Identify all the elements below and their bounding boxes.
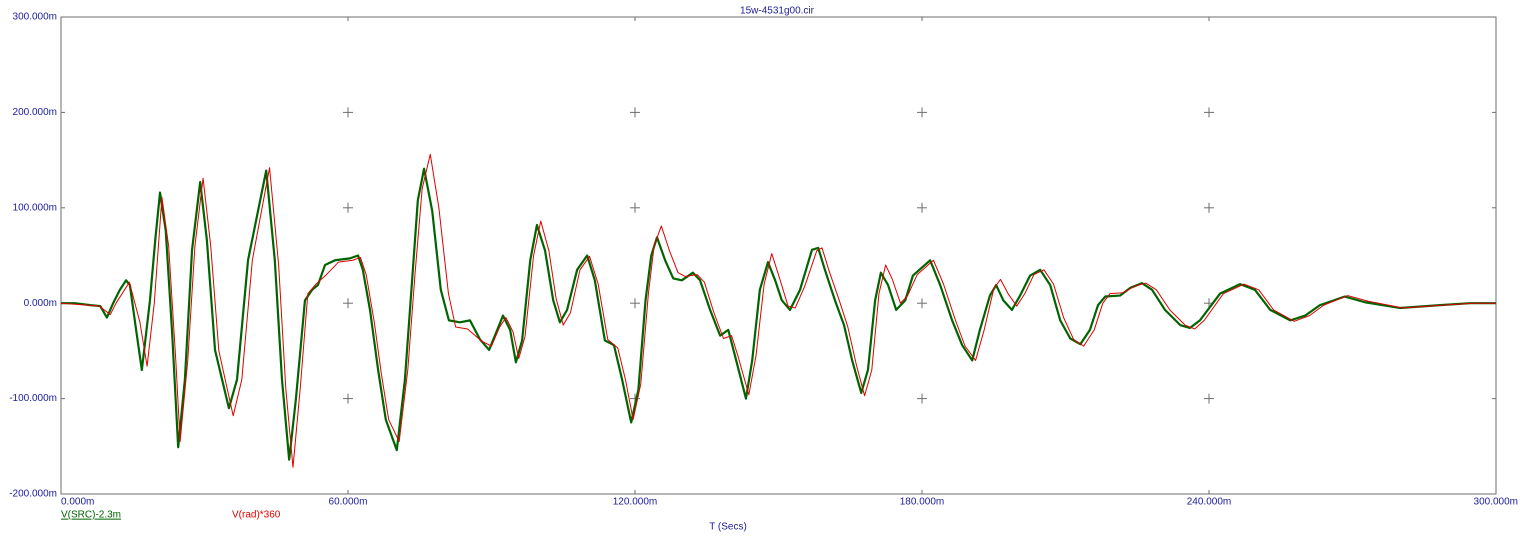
y-tick-label: 0.000m xyxy=(24,298,57,309)
x-tick-label: 240.000m xyxy=(1187,497,1231,508)
plot-frame xyxy=(60,16,1497,495)
series-line xyxy=(60,153,1496,468)
series-line xyxy=(61,167,1496,461)
chart-title: 15w-4531g00.cir xyxy=(740,6,815,17)
y-tick-label: 300.000m xyxy=(13,12,57,23)
x-tick-label: 0.000m xyxy=(61,497,94,508)
y-tick-label: 200.000m xyxy=(13,107,57,118)
y-tick-label: -100.000m xyxy=(9,393,57,404)
x-axis-title: T (Secs) xyxy=(709,522,747,533)
x-tick-label: 300.000m xyxy=(1474,497,1518,508)
y-tick-label: 100.000m xyxy=(13,202,57,213)
x-tick-label: 180.000m xyxy=(900,497,944,508)
x-tick-label: 120.000m xyxy=(613,497,657,508)
x-tick-label: 60.000m xyxy=(329,497,368,508)
legend-entry: V(SRC)-2.3m xyxy=(61,510,121,521)
y-tick-label: -200.000m xyxy=(9,489,57,500)
legend-entry: V(rad)*360 xyxy=(232,510,281,521)
